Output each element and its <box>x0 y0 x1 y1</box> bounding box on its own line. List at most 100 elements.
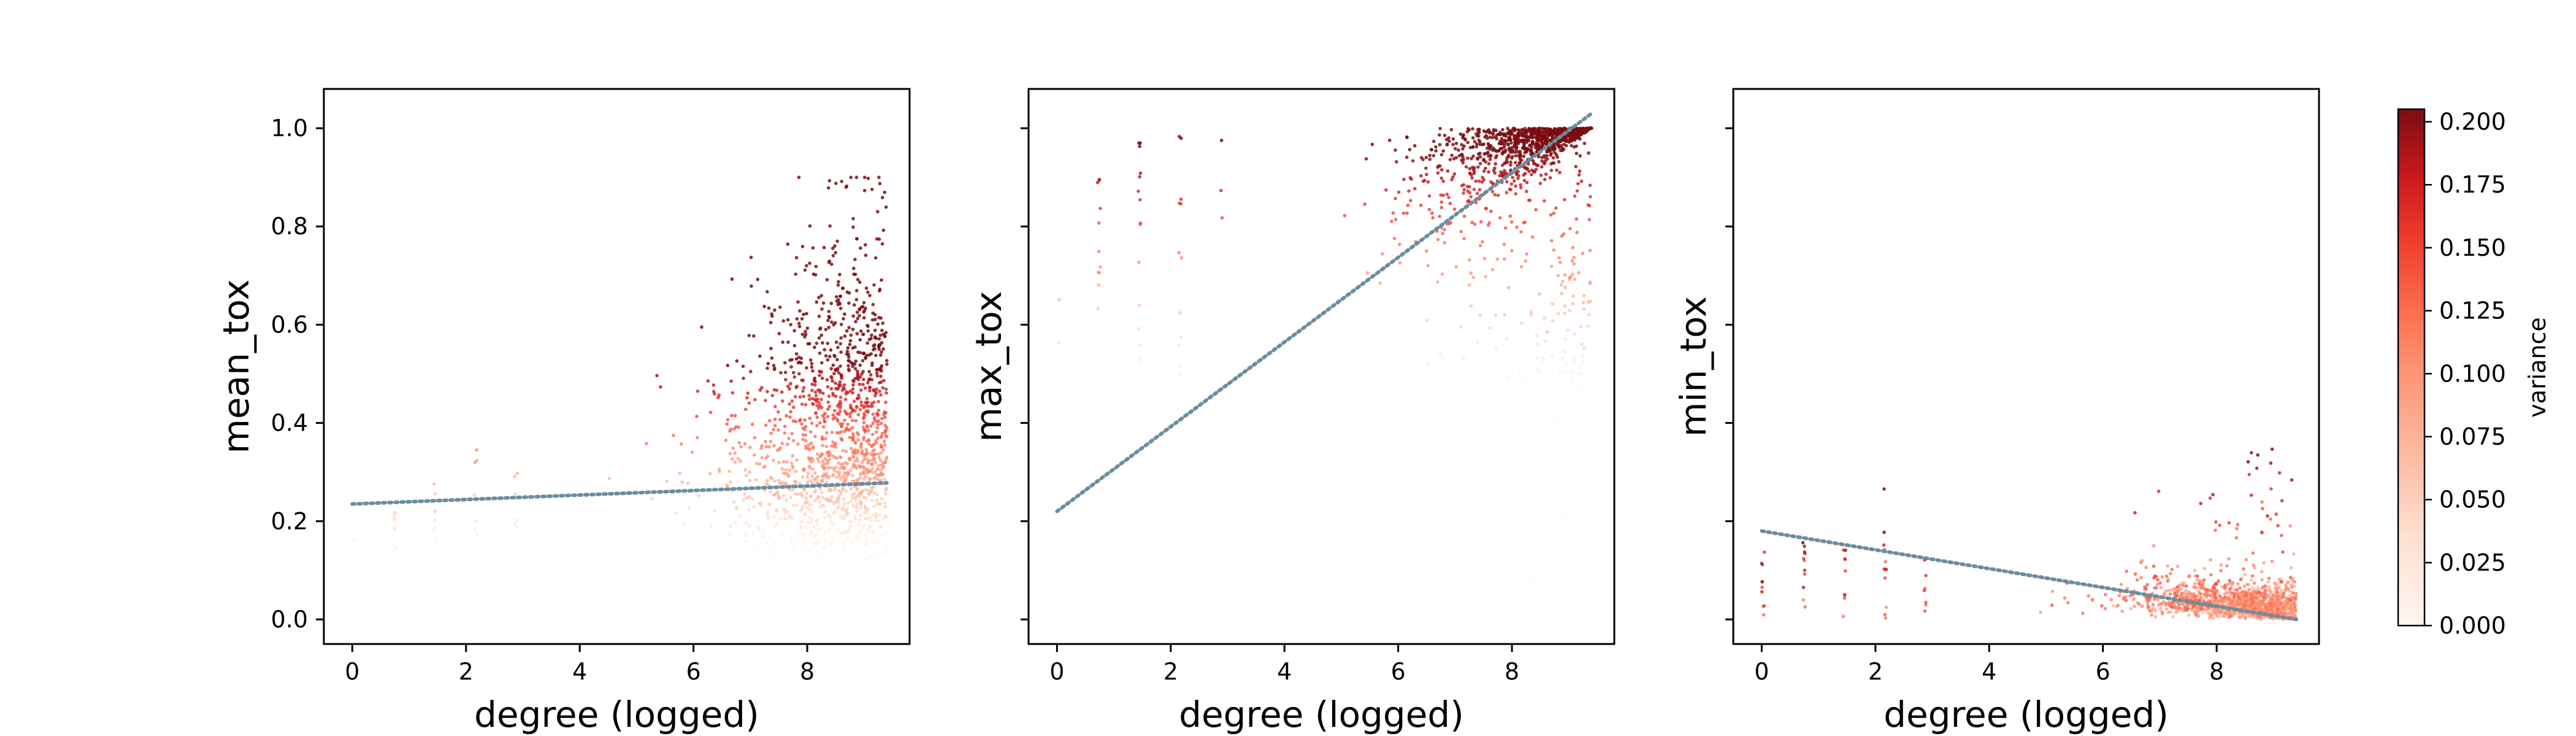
scatter-point <box>841 486 845 491</box>
scatter-point <box>1572 145 1576 149</box>
scatter-point <box>764 456 768 460</box>
scatter-point <box>1479 220 1483 224</box>
x-tick-label: 0 <box>1754 658 1769 685</box>
scatter-point <box>2145 583 2149 587</box>
scatter-point <box>838 399 842 404</box>
scatter-point <box>1518 158 1522 161</box>
scatter-point <box>783 431 787 435</box>
scatter-point <box>2263 586 2266 590</box>
scatter-point <box>865 510 869 515</box>
scatter-point <box>845 329 849 333</box>
scatter-point <box>1557 528 1561 532</box>
scatter-point <box>835 295 838 299</box>
scatter-point <box>2294 609 2298 613</box>
scatter-point <box>1462 133 1465 137</box>
scatter-point <box>1548 129 1552 132</box>
scatter-point <box>790 399 794 403</box>
scatter-point <box>854 175 859 180</box>
scatter-point <box>814 533 818 537</box>
scatter-point <box>834 466 838 469</box>
scatter-point <box>1581 489 1585 493</box>
scatter-point <box>2251 551 2255 555</box>
scatter-point <box>674 512 678 515</box>
scatter-point <box>868 524 872 528</box>
scatter-point <box>837 280 840 284</box>
scatter-point <box>789 496 793 500</box>
scatter-point <box>828 515 832 519</box>
scatter-point <box>1507 136 1511 139</box>
scatter-point <box>877 455 881 459</box>
scatter-point <box>1503 469 1508 473</box>
scatter-point <box>884 387 888 391</box>
scatter-point <box>852 462 856 466</box>
scatter-point <box>773 417 777 421</box>
scatter-point <box>828 519 832 523</box>
scatter-point <box>862 188 867 193</box>
scatter-point <box>1587 218 1592 221</box>
scatter-point <box>824 580 828 584</box>
scatter-point <box>871 599 875 604</box>
scatter-point <box>1428 153 1432 158</box>
scatter-point <box>1589 482 1593 486</box>
scatter-point <box>1569 134 1573 138</box>
scatter-point <box>797 175 801 180</box>
scatter-point <box>1558 418 1562 422</box>
scatter-point <box>474 519 478 523</box>
scatter-point <box>800 526 803 530</box>
scatter-point <box>2158 581 2162 585</box>
scatter-point <box>843 312 846 316</box>
scatter-point <box>816 457 819 461</box>
scatter-point <box>2280 499 2284 503</box>
scatter-point <box>846 423 850 426</box>
scatter-point <box>352 541 356 545</box>
scatter-point <box>853 362 857 366</box>
scatter-point <box>831 247 835 250</box>
scatter-point <box>680 480 684 484</box>
scatter-point <box>1522 155 1526 158</box>
scatter-point <box>2184 589 2188 592</box>
scatter-point <box>1484 160 1487 164</box>
scatter-point <box>883 505 887 508</box>
scatter-point <box>818 374 821 377</box>
scatter-point <box>2124 594 2128 599</box>
scatter-point <box>2266 580 2271 584</box>
scatter-point <box>792 439 795 443</box>
scatter-point <box>1519 186 1523 190</box>
scatter-point <box>792 405 795 409</box>
scatter-point <box>1461 161 1465 165</box>
scatter-point <box>796 493 800 496</box>
scatter-point <box>1098 265 1102 269</box>
scatter-point <box>851 432 855 436</box>
y-tick-label: 0.8 <box>271 213 308 240</box>
scatter-point <box>869 518 873 523</box>
scatter-point <box>880 432 884 435</box>
scatter-point <box>838 380 842 384</box>
scatter-point <box>858 363 862 367</box>
scatter-point <box>1178 364 1182 368</box>
scatter-point <box>813 471 817 475</box>
scatter-point <box>1514 154 1518 158</box>
scatter-point <box>815 398 818 402</box>
scatter-point <box>1365 573 1370 578</box>
scatter-point <box>513 521 517 526</box>
scatter-point <box>818 551 822 554</box>
scatter-point <box>2252 604 2256 608</box>
scatter-point <box>858 375 862 379</box>
scatter-point <box>792 343 797 348</box>
scatter-point <box>1517 161 1522 165</box>
scatter-point <box>1586 509 1590 513</box>
scatter-point <box>1097 467 1100 470</box>
scatter-point <box>2257 606 2261 610</box>
scatter-point <box>1535 137 1539 141</box>
scatter-point <box>1571 294 1576 298</box>
scatter-point <box>1439 200 1444 204</box>
scatter-point <box>821 546 825 550</box>
scatter-point <box>837 475 841 479</box>
scatter-point <box>765 478 769 483</box>
scatter-point <box>1529 310 1533 314</box>
scatter-point <box>859 246 862 250</box>
scatter-point <box>792 548 796 553</box>
scatter-point <box>803 403 808 407</box>
scatter-point <box>808 224 812 228</box>
scatter-point <box>2180 602 2185 606</box>
